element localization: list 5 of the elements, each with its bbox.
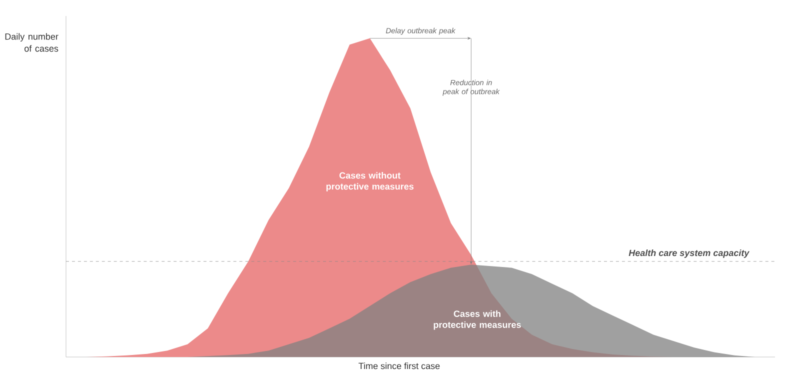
series-label: Cases with protective measures — [434, 310, 521, 330]
y-axis-title: Daily number of cases — [5, 33, 58, 52]
series-label: Cases without protective measures — [326, 172, 414, 192]
x-axis-title: Time since first case — [358, 362, 440, 370]
ref-line-label: Health care system capacity — [628, 249, 750, 258]
